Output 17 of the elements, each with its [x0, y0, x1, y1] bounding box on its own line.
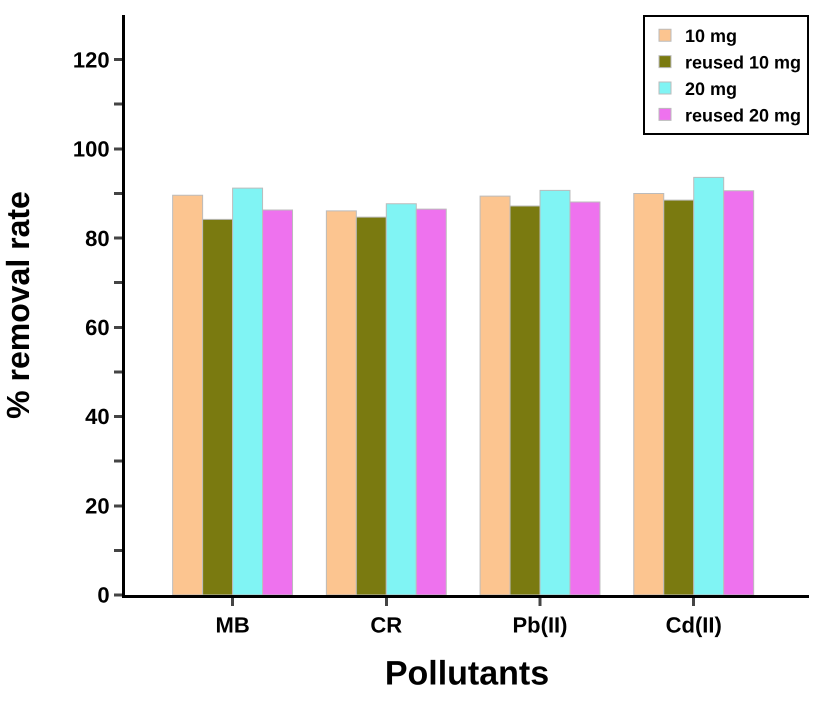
legend-label: reused 10 mg: [685, 52, 802, 73]
y-tick-label: 0: [97, 582, 110, 608]
legend-label: 10 mg: [685, 26, 738, 46]
x-tick-label: MB: [215, 612, 250, 638]
legend-label: 20 mg: [685, 79, 738, 100]
y-tick-label: 100: [72, 136, 110, 162]
x-tick-label: CR: [370, 612, 402, 638]
y-tick-label: 120: [72, 47, 110, 72]
y-tick-label: 80: [85, 226, 110, 251]
x-tick-label: Pb(II): [512, 612, 568, 638]
y-tick-label: 40: [85, 404, 110, 430]
x-tick-label: Cd(II): [666, 612, 722, 638]
legend-label: reused 20 mg: [685, 105, 802, 126]
x-axis-title: Pollutants: [384, 654, 550, 693]
y-tick-label: 60: [85, 315, 110, 340]
y-tick-label: 20: [85, 493, 110, 518]
y-axis-title: % removal rate: [0, 191, 36, 419]
